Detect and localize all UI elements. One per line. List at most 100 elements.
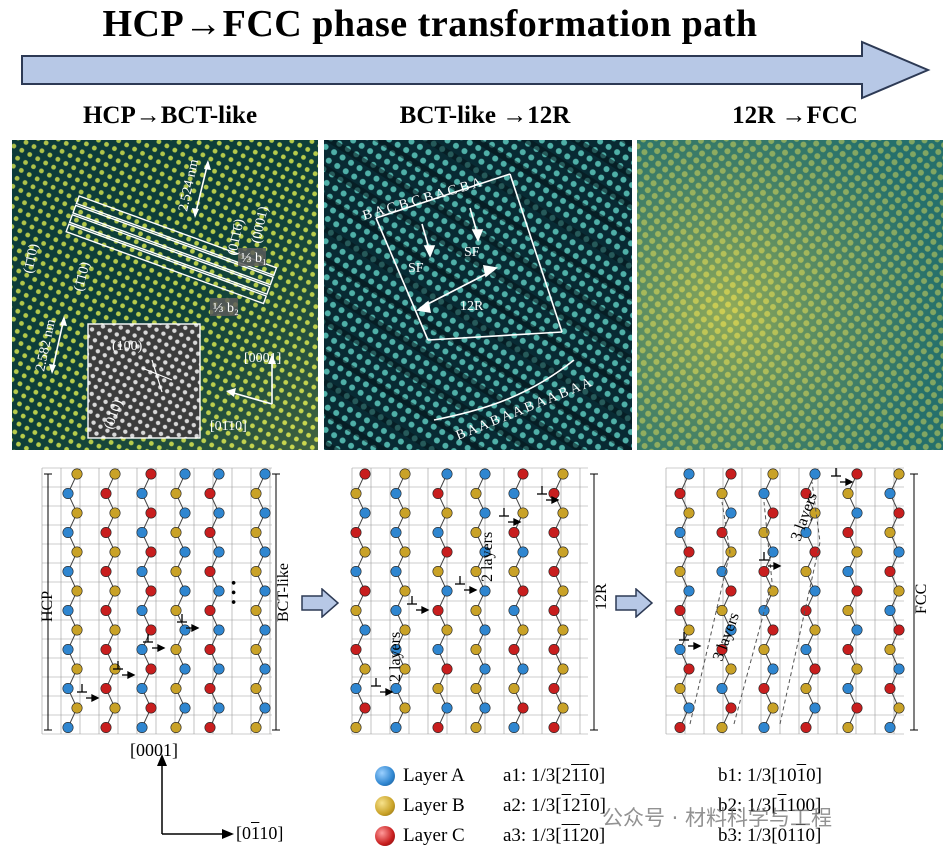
atom-layer-c — [683, 663, 695, 675]
atom-layer-b — [170, 527, 182, 539]
atom-layer-c — [100, 527, 112, 539]
atom-layer-b — [716, 605, 728, 617]
burgers-label-b1: ⅓ b₁ — [241, 251, 267, 266]
atom-layer-a — [213, 468, 225, 480]
atom-layer-a — [259, 663, 271, 675]
atom-layer-a — [62, 605, 74, 617]
atom-layer-b — [71, 468, 83, 480]
side-bracket — [590, 473, 598, 731]
atom-layer-b — [851, 663, 863, 675]
atom-layer-a — [390, 721, 402, 733]
atom-layer-b — [893, 585, 905, 597]
atom-layer-a — [62, 721, 74, 733]
schematic-hcp-bct: • • • HCP BCT-like — [30, 462, 298, 752]
dislocation-symbol — [407, 596, 430, 615]
atom-layer-a — [725, 624, 737, 636]
atom-layer-b — [170, 683, 182, 695]
legend-row-c: Layer C a3: 1/3[1120] b3: 1/3[0110] — [375, 822, 821, 850]
schematic-grid — [41, 467, 272, 735]
atom-layer-c — [851, 468, 863, 480]
atom-layer-a — [259, 468, 271, 480]
atom-layer-b — [399, 468, 411, 480]
atom-layer-c — [441, 663, 453, 675]
atom-layer-b — [399, 585, 411, 597]
atom-column — [842, 468, 863, 733]
atom-layer-c — [432, 605, 444, 617]
atom-layer-b — [470, 527, 482, 539]
atom-layer-a — [179, 546, 191, 558]
atom-layer-c — [204, 644, 216, 656]
atom-layer-a — [508, 487, 520, 499]
atom-layer-a — [136, 721, 148, 733]
atom-layer-a — [390, 605, 402, 617]
atom-layer-a — [674, 527, 686, 539]
atom-layer-a — [179, 624, 191, 636]
atom-layer-b — [109, 468, 121, 480]
atom-layer-b — [71, 585, 83, 597]
atom-layer-a — [508, 721, 520, 733]
atom-layer-a — [259, 624, 271, 636]
atom-layer-c — [100, 721, 112, 733]
atom-layer-b — [767, 702, 779, 714]
side-bracket — [44, 473, 52, 731]
side-label-bct: BCT-like — [275, 563, 292, 622]
atom-layer-a — [842, 566, 854, 578]
atom-layer-c — [145, 546, 157, 558]
atom-layer-b — [250, 487, 262, 499]
atom-layer-b — [517, 624, 529, 636]
label-12r: 12R — [460, 299, 484, 314]
atom-layer-c — [359, 585, 371, 597]
atom-layer-a — [683, 702, 695, 714]
atom-layer-a — [884, 487, 896, 499]
atom-layer-c — [809, 546, 821, 558]
legend-row-b: Layer B a2: 1/3[1210] b2: 1/3[1100] — [375, 792, 821, 820]
layer-a-swatch — [375, 766, 395, 786]
legend-name-a: Layer A — [403, 765, 465, 786]
dislocation-symbol — [759, 552, 782, 571]
atom-layer-a — [390, 566, 402, 578]
atom-layer-c — [893, 624, 905, 636]
atom-layer-c — [758, 566, 770, 578]
side-label-fcc: FCC — [913, 584, 930, 614]
atom-column — [470, 468, 491, 733]
atom-layer-c — [716, 644, 728, 656]
atom-layer-a — [683, 585, 695, 597]
atom-layer-b — [71, 663, 83, 675]
atom-layer-b — [674, 566, 686, 578]
atom-column — [432, 468, 453, 733]
atom-layer-a — [809, 468, 821, 480]
atom-layer-b — [884, 644, 896, 656]
atom-layer-a — [517, 546, 529, 558]
atom-layer-b — [71, 702, 83, 714]
atom-layer-a — [758, 721, 770, 733]
atom-layer-c — [508, 644, 520, 656]
atom-layer-a — [479, 507, 491, 519]
legend-b2: b2: 1/3[1100] — [718, 795, 822, 816]
legend-a1: a1: 1/3[2110] — [503, 765, 606, 786]
atom-layer-a — [479, 585, 491, 597]
atom-layer-a — [213, 585, 225, 597]
atom-layer-c — [842, 527, 854, 539]
dislocation-symbol — [113, 661, 136, 680]
atom-layer-b — [399, 507, 411, 519]
atom-layer-c — [800, 721, 812, 733]
atom-layer-c — [548, 527, 560, 539]
atom-layer-b — [250, 605, 262, 617]
atom-layer-c — [441, 546, 453, 558]
atom-layer-b — [470, 566, 482, 578]
atom-layer-a — [213, 663, 225, 675]
stacking-fault-label-2: SF — [464, 245, 480, 260]
inset-plane-100: (100) — [112, 339, 143, 354]
atom-layer-c — [674, 605, 686, 617]
atom-column — [204, 468, 225, 733]
atom-layer-b — [109, 546, 121, 558]
atom-layer-a — [213, 546, 225, 558]
atom-layer-b — [842, 487, 854, 499]
atom-layer-a — [517, 663, 529, 675]
atom-layer-b — [350, 487, 362, 499]
atom-layer-b — [842, 721, 854, 733]
atom-layer-a — [767, 663, 779, 675]
atom-layer-a — [674, 644, 686, 656]
atom-column — [390, 468, 411, 733]
direction-label-0001: [0001] — [244, 351, 281, 366]
